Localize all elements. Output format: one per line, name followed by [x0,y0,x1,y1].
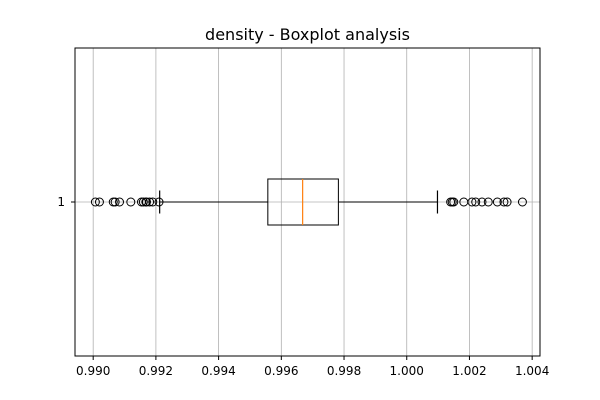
x-tick-label: 0.992 [139,364,173,378]
outlier-point [110,197,120,207]
y-tick-label: 1 [57,195,65,209]
outlier-point [499,197,509,207]
x-tick-label: 0.996 [264,364,298,378]
outlier-point [477,197,487,207]
outlier-point [115,197,125,207]
x-tick-label: 0.998 [327,364,361,378]
chart-title: density - Boxplot analysis [205,25,410,44]
axes: 0.990 0.992 0.994 0.996 0.998 1.000 1.002 1.004… [57,195,549,378]
boxplot-series [90,178,527,226]
outlier-point [502,197,512,207]
outlier-point [449,197,459,207]
outlier-point [154,197,164,207]
outlier-point [467,197,477,207]
outlier-point [145,197,155,207]
outlier-point [141,197,151,207]
x-tick-label: 1.002 [452,364,486,378]
outlier-point [94,197,104,207]
x-tick-label: 0.990 [76,364,110,378]
outlier-point [148,197,158,207]
outlier-point [126,197,136,207]
outlier-point [90,197,100,207]
x-tick-label: 1.000 [390,364,424,378]
outlier-point [138,197,148,207]
x-tick-label: 1.004 [515,364,549,378]
outlier-point [483,197,493,207]
outlier-point [492,197,502,207]
x-tick-label: 0.994 [201,364,235,378]
outlier-point [471,197,481,207]
outlier-point [517,197,527,207]
